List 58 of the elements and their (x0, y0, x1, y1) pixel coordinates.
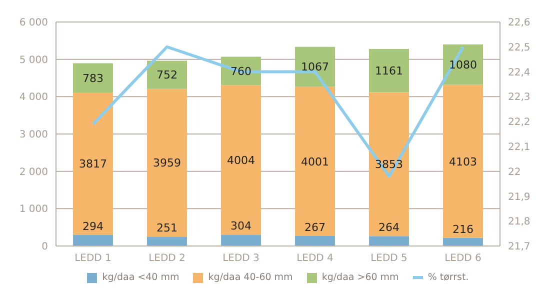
y2-tick-label: 22,1 (508, 142, 530, 153)
y-tick-label: 0 (42, 242, 48, 253)
data-label: 4004 (227, 154, 255, 167)
y2-tick-label: 22,5 (508, 42, 530, 54)
data-label: 3817 (79, 158, 107, 171)
data-label: 294 (82, 220, 104, 234)
data-label: 1067 (301, 60, 329, 74)
bar (221, 85, 261, 235)
x-tick-label: LEDD 4 (296, 253, 334, 264)
data-label: 216 (452, 222, 474, 236)
data-label: 4103 (449, 155, 477, 168)
data-label: 760 (230, 64, 252, 78)
x-tick-label: LEDD 5 (370, 253, 408, 264)
y-tick-label: 6 000 (19, 18, 48, 29)
y-tick-label: 2 000 (19, 166, 48, 178)
bar (147, 88, 187, 237)
data-label: 251 (156, 222, 178, 235)
y2-tick-label: 22,4 (508, 67, 530, 78)
bar (147, 236, 187, 246)
x-tick-label: LEDD 2 (148, 253, 186, 264)
y2-tick-label: 21,7 (508, 242, 530, 253)
data-label: 4001 (301, 155, 329, 168)
bar (73, 92, 113, 236)
bar (295, 236, 335, 246)
data-label: 267 (304, 221, 326, 234)
x-tick-label: LEDD 1 (74, 253, 112, 264)
x-tick-label: LEDD 3 (222, 253, 260, 264)
y-tick-label: 5 000 (19, 54, 48, 66)
bar (73, 235, 113, 246)
bar (295, 86, 335, 236)
legend-label: kg/daa 40-60 mm (207, 272, 293, 283)
data-label: 783 (82, 72, 104, 85)
y2-tick-label: 21,8 (508, 216, 530, 228)
y-tick-label: 3 000 (19, 130, 48, 141)
y-tick-label: 1 000 (19, 204, 48, 216)
y2-tick-label: 21,9 (508, 192, 530, 203)
data-label: 3959 (153, 156, 181, 170)
legend-label: kg/daa >60 mm (320, 272, 399, 283)
bar (221, 234, 261, 246)
bar (73, 63, 113, 93)
y2-tick-label: 22,2 (508, 117, 530, 128)
bar (443, 238, 483, 246)
bar (147, 60, 187, 89)
data-label: 752 (156, 68, 178, 82)
y-tick-label: 4 000 (19, 92, 48, 104)
bar (369, 48, 409, 92)
legend-label: kg/daa <40 mm (101, 272, 180, 283)
legend-label: % tørrst. (426, 272, 469, 283)
y2-tick-label: 22 (508, 166, 521, 178)
bar (369, 92, 409, 236)
y2-tick-label: 22,3 (508, 92, 530, 104)
data-label: 304 (230, 220, 252, 233)
x-tick-label: LEDD 6 (444, 253, 482, 264)
data-label: 264 (378, 221, 400, 234)
bar (443, 84, 483, 238)
data-label: 1161 (375, 64, 403, 78)
y2-tick-label: 22,6 (508, 18, 530, 29)
bar (369, 236, 409, 246)
